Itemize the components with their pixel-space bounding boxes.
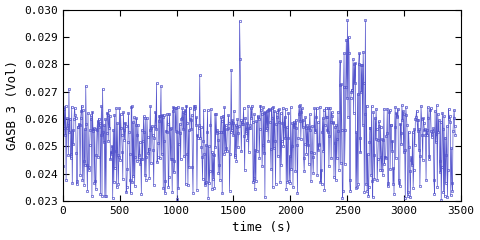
X-axis label: time (s): time (s): [232, 222, 292, 234]
Y-axis label: GASB 3 (Vol): GASB 3 (Vol): [6, 60, 19, 150]
